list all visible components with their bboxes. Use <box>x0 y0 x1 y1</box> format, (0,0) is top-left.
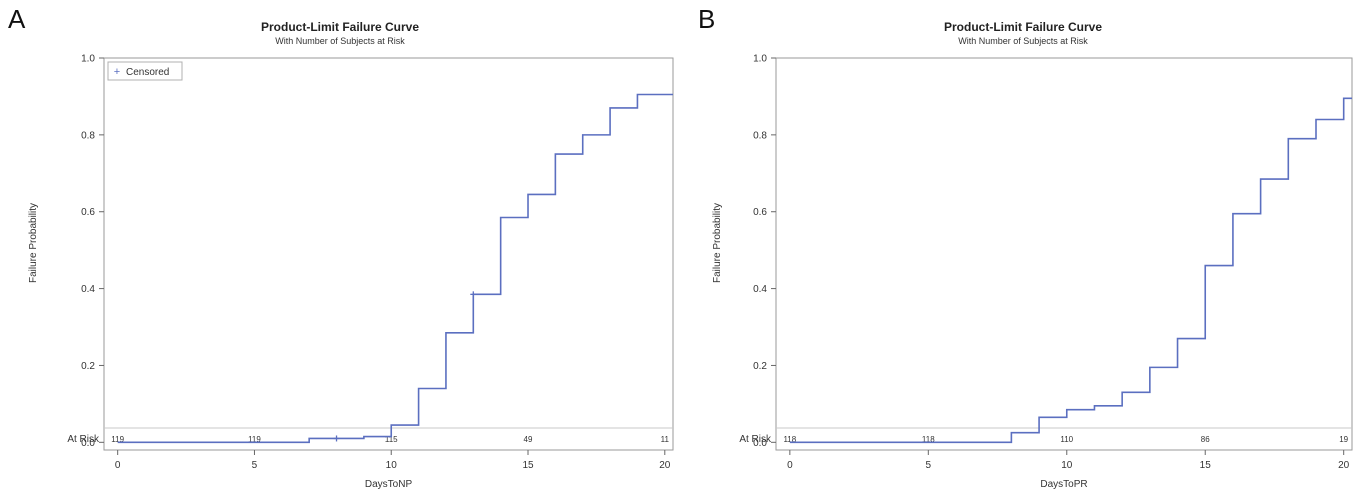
y-tick-label: 0.2 <box>753 361 767 372</box>
at-risk-count: 86 <box>1201 435 1210 444</box>
plot-frame <box>775 57 1353 451</box>
at-risk-count: 118 <box>783 435 796 444</box>
at-risk-label: At Risk <box>67 434 100 445</box>
panel-letter: A <box>8 4 26 34</box>
x-tick-label: 20 <box>659 460 671 471</box>
legend-label: Censored <box>126 67 169 78</box>
chart-subtitle: With Number of Subjects at Risk <box>958 36 1088 46</box>
at-risk-count: 11 <box>661 435 670 444</box>
x-tick-label: 20 <box>1338 460 1350 471</box>
censored-marker <box>333 435 340 442</box>
x-axis-title: DaysToPR <box>1040 479 1087 490</box>
chart-subtitle: With Number of Subjects at Risk <box>275 36 405 46</box>
plus-icon: + <box>114 66 120 78</box>
at-risk-count: 118 <box>922 435 935 444</box>
at-risk-count: 119 <box>111 435 124 444</box>
at-risk-count: 19 <box>1339 435 1348 444</box>
y-tick-label: 1.0 <box>753 54 767 65</box>
y-tick-label: 0.6 <box>753 207 767 218</box>
x-tick-label: 5 <box>926 460 932 471</box>
panel-letter: B <box>698 4 716 34</box>
x-axis-title: DaysToNP <box>365 479 413 490</box>
y-tick-label: 0.8 <box>753 130 767 141</box>
plot-area: 0.0 0.2 0.4 0.6 0.8 1.0 0 5 10 15 20 DaysToNP Failur… <box>28 54 674 490</box>
y-tick-label: 0.8 <box>81 130 95 141</box>
x-tick-label: 0 <box>115 460 121 471</box>
y-axis-title: Failure Probability <box>712 203 723 283</box>
x-tick-label: 10 <box>1061 460 1073 471</box>
y-tick-label: 0.4 <box>81 284 95 295</box>
y-tick-label: 0.0 <box>753 438 767 449</box>
y-tick-label: 1.0 <box>81 54 95 65</box>
legend: + Censored <box>107 61 183 81</box>
x-tick-label: 5 <box>252 460 258 471</box>
failure-curve <box>117 93 673 444</box>
censored-marker <box>470 291 477 298</box>
at-risk-count: 119 <box>248 435 261 444</box>
at-risk-count: 115 <box>385 435 398 444</box>
at-risk-label: At Risk <box>739 434 772 445</box>
failure-curve <box>789 97 1352 444</box>
y-tick-label: 0.6 <box>81 207 95 218</box>
y-axis-title: Failure Probability <box>28 203 39 283</box>
plot-area: 0.0 0.2 0.4 0.6 0.8 1.0 0 5 10 15 20 DaysToPR Failur… <box>712 54 1353 490</box>
plot-frame <box>103 57 674 451</box>
y-tick-label: 0.0 <box>81 438 95 449</box>
y-tick-label: 0.2 <box>81 361 95 372</box>
y-tick-label: 0.4 <box>753 284 767 295</box>
chart-title: Product-Limit Failure Curve <box>943 20 1103 34</box>
x-tick-label: 10 <box>386 460 398 471</box>
chart-panel-b: B Product-Limit Failure Curve With Numbe… <box>690 0 1356 495</box>
at-risk-count: 110 <box>1060 435 1073 444</box>
at-risk-count: 49 <box>524 435 533 444</box>
chart-panel-a: A Product-Limit Failure Curve With Numbe… <box>8 4 674 490</box>
x-tick-label: 15 <box>1200 460 1212 471</box>
x-tick-label: 15 <box>522 460 534 471</box>
chart-title: Product-Limit Failure Curve <box>260 20 420 34</box>
x-tick-label: 0 <box>787 460 793 471</box>
